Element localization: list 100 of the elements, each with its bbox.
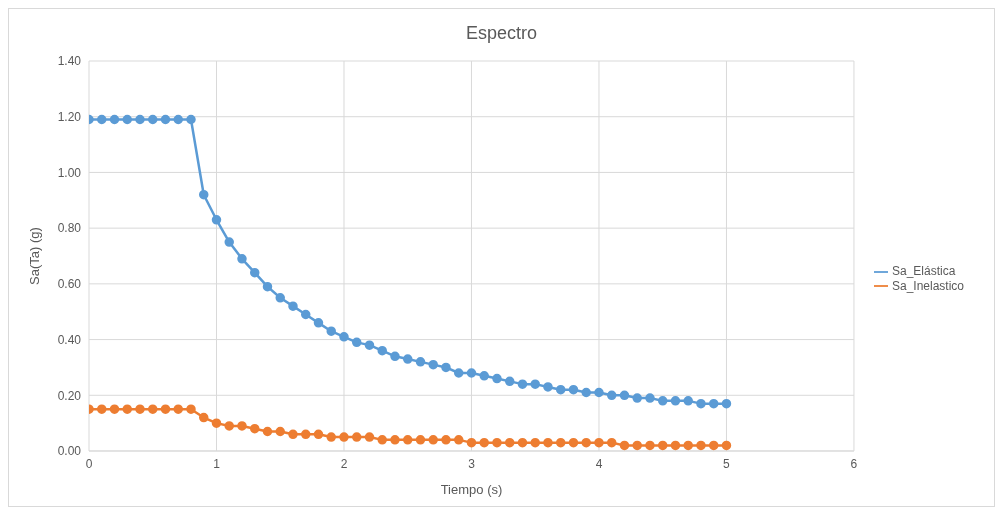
point [198,412,209,423]
point [364,432,375,442]
point [466,368,477,378]
point [288,301,298,311]
x-axis-title: Tiempo (s) [440,482,503,497]
point [645,440,655,451]
point [262,281,273,292]
point [364,340,375,350]
chart-title: Espectro [464,22,538,45]
point [135,404,145,414]
y-tick-label: 0.60 [57,277,82,292]
x-tick-label: 2 [340,456,348,471]
point [594,437,604,448]
point [122,404,132,414]
point [492,437,502,448]
point [696,398,706,409]
point [313,318,324,328]
point [696,440,706,451]
x-tick-label: 1 [213,456,221,471]
y-tick-label: 1.20 [57,109,82,124]
point [594,387,604,398]
y-tick-label: 0.40 [57,332,82,347]
point [504,376,515,387]
point [581,437,591,448]
point [441,362,451,373]
y-tick-label: 1.00 [57,165,82,180]
point [721,398,732,409]
point [109,404,120,414]
point [160,114,171,125]
point [186,404,196,414]
x-tick-label: 4 [595,456,603,471]
point [517,379,528,389]
x-tick-label: 6 [850,456,858,471]
y-tick-label: 0.20 [57,388,82,403]
point [530,379,540,389]
y-tick-label: 1.40 [57,54,82,69]
point [300,309,311,320]
point [339,432,349,442]
point [262,426,273,437]
point [670,396,681,406]
point [402,354,413,364]
point [415,435,426,445]
point [402,435,413,445]
legend-label: Sa_Elástica [891,263,956,278]
point [708,398,719,409]
point [313,429,324,440]
point [581,387,591,398]
point [148,404,158,414]
point [160,404,171,414]
point [275,293,285,303]
point [211,418,222,428]
point [173,404,183,414]
point [568,384,579,395]
point [632,393,642,403]
point [441,435,451,445]
point [504,437,515,448]
point [300,429,311,440]
point [377,345,387,356]
point [249,267,260,278]
point [606,390,617,401]
point [109,114,120,125]
point [657,396,668,406]
point [606,437,617,448]
point [198,189,209,200]
point [275,426,285,437]
point [479,437,489,448]
point [390,435,400,445]
point [186,114,196,125]
point [619,440,630,451]
point [721,440,732,451]
point [708,440,719,451]
point [122,114,132,125]
point [135,114,145,125]
point [453,435,464,445]
point [543,437,553,448]
point [479,371,489,381]
point [173,114,183,125]
y-tick-label: 0.80 [57,221,82,236]
point [428,359,438,370]
point [517,437,528,448]
point [645,393,655,403]
point [351,432,362,442]
point [237,421,247,431]
point [148,114,158,125]
point [657,440,668,451]
point [97,114,107,125]
point [377,435,387,445]
y-tick-label: 0.00 [57,444,82,459]
x-tick-label: 0 [85,456,93,471]
point [632,440,642,451]
point [683,396,693,406]
point [543,382,553,392]
point [326,326,336,336]
point [453,368,464,378]
x-tick-label: 3 [468,456,476,471]
point [670,440,681,451]
point [339,332,349,342]
point [619,390,630,401]
point [530,437,540,448]
point [224,421,234,431]
